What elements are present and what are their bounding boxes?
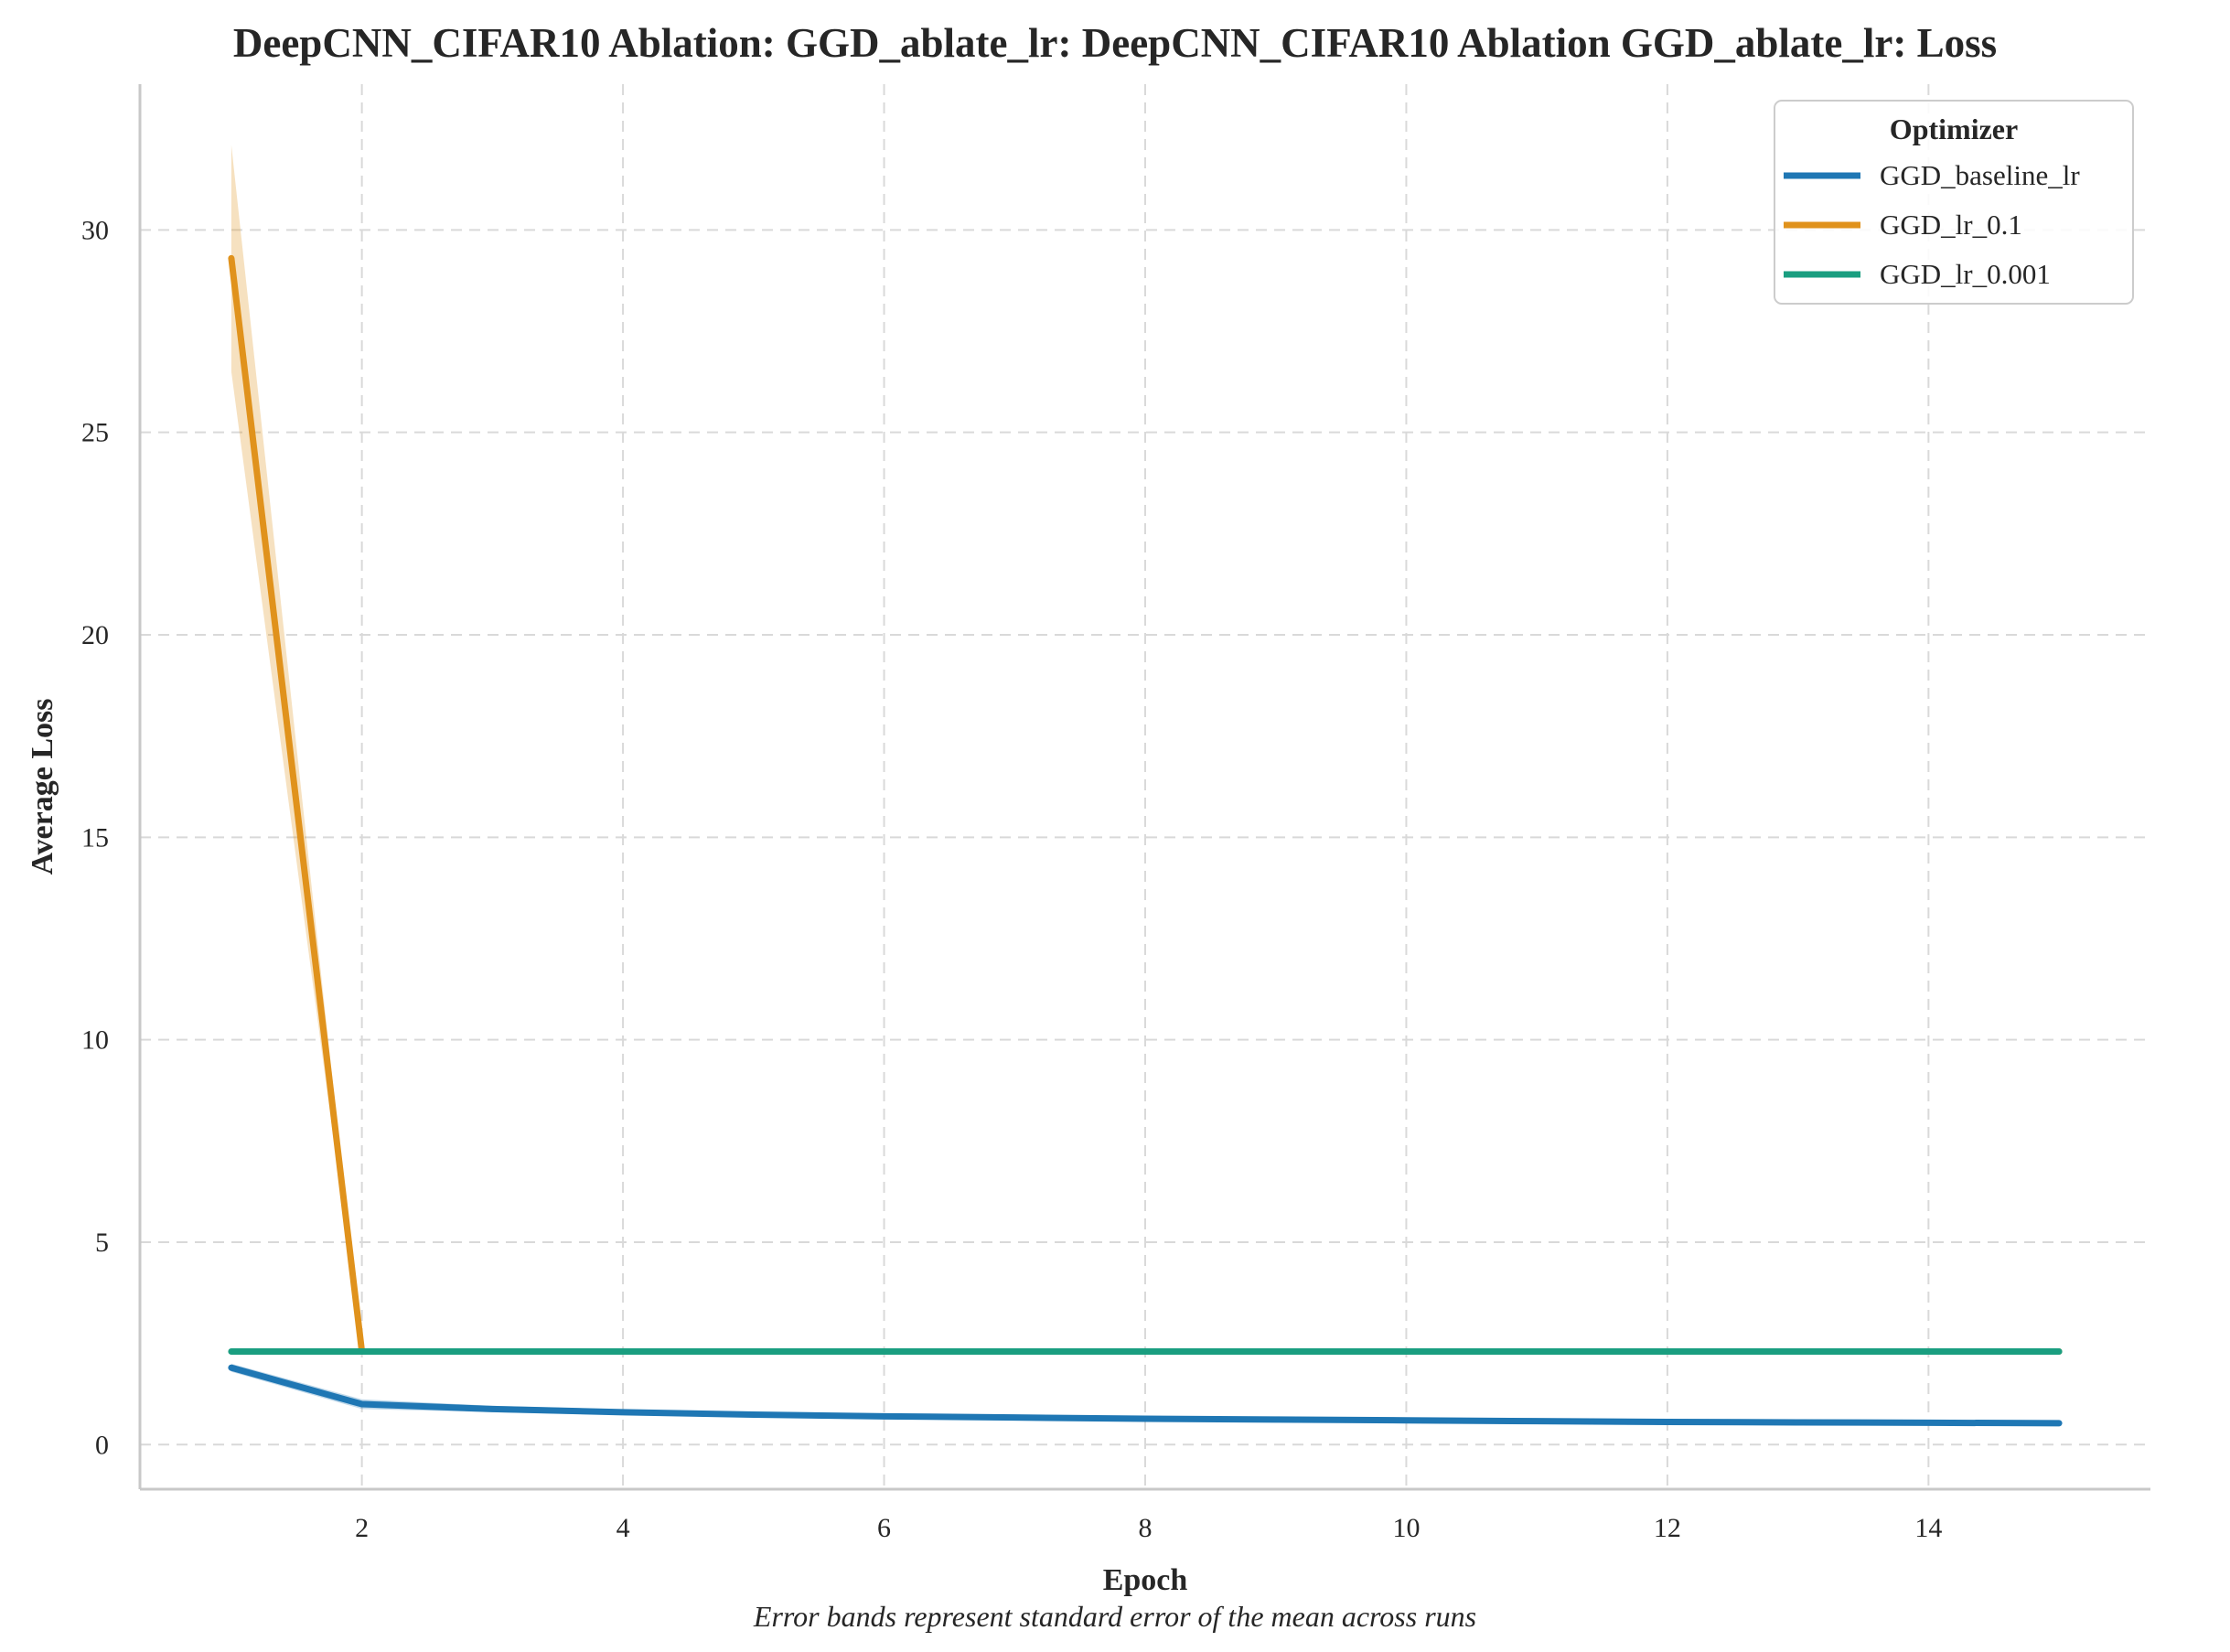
y-tick-label: 0 <box>95 1430 109 1460</box>
legend: Optimizer GGD_baseline_lr GGD_lr_0.1 GGD_l… <box>1774 100 2134 305</box>
y-tick-labels: 0 5 10 15 20 25 30 <box>81 215 109 1460</box>
series-line-1 <box>228 1364 2063 1427</box>
y-tick-label: 30 <box>81 215 109 245</box>
y-tick-label: 25 <box>81 418 109 448</box>
y-tick-label: 5 <box>95 1228 109 1258</box>
x-tick-label: 10 <box>1392 1513 1420 1543</box>
legend-label-3: GGD_lr_0.001 <box>1880 258 2051 290</box>
y-tick-label: 10 <box>81 1025 109 1056</box>
legend-frame <box>1774 100 2134 305</box>
legend-label-2: GGD_lr_0.1 <box>1880 209 2022 241</box>
series-lines <box>228 254 2063 1427</box>
legend-title: Optimizer <box>1890 113 2018 145</box>
x-tick-label: 8 <box>1139 1513 1153 1543</box>
legend-items: GGD_baseline_lr GGD_lr_0.1 GGD_lr_0.001 <box>1784 159 2080 290</box>
error-band-footnote: Error bands represent standard error of … <box>753 1600 1476 1633</box>
x-tick-labels: 2 4 6 8 10 12 14 <box>355 1513 1942 1543</box>
x-tick-label: 14 <box>1914 1513 1942 1543</box>
y-tick-label: 15 <box>81 822 109 853</box>
legend-label-1: GGD_baseline_lr <box>1880 159 2080 191</box>
x-tick-label: 2 <box>355 1513 369 1543</box>
grid-lines <box>140 84 2150 1489</box>
x-axis-label: Epoch <box>1103 1563 1188 1597</box>
y-tick-label: 20 <box>81 620 109 650</box>
y-axis-label: Average Loss <box>26 699 59 875</box>
x-tick-label: 6 <box>877 1513 891 1543</box>
x-tick-label: 12 <box>1654 1513 1681 1543</box>
x-tick-label: 4 <box>616 1513 630 1543</box>
chart-title: DeepCNN_CIFAR10 Ablation: GGD_ablate_lr:… <box>233 20 1997 66</box>
